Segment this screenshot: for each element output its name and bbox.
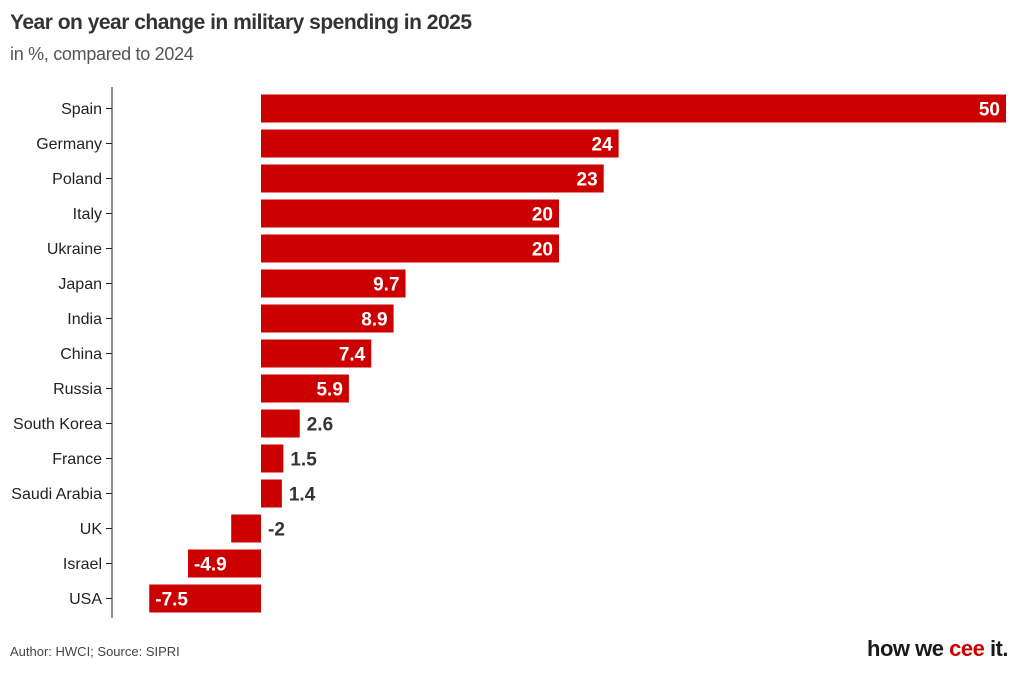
bar-india — [261, 304, 394, 333]
bar-france — [261, 444, 284, 473]
data-label-saudi-arabia: 1.4 — [289, 485, 316, 506]
source-credit: Author: HWCI; Source: SIPRI — [10, 644, 180, 659]
data-label-italy: 20 — [532, 205, 553, 226]
data-label-south-korea: 2.6 — [307, 415, 333, 436]
data-label-uk: -2 — [268, 520, 285, 541]
bar-italy — [261, 199, 559, 228]
bar-usa — [149, 584, 261, 613]
bar-china — [261, 339, 372, 368]
y-tick-label-israel: Israel — [63, 556, 102, 573]
data-label-japan: 9.7 — [373, 275, 399, 296]
brand-logo: how we cee it. — [867, 636, 1008, 662]
brand-accent-word: cee — [949, 636, 985, 661]
data-label-israel: -4.9 — [194, 555, 227, 576]
y-tick-label-russia: Russia — [53, 381, 102, 398]
data-label-ukraine: 20 — [532, 240, 553, 261]
brand-prefix: how we — [867, 636, 950, 661]
brand-suffix: it. — [984, 636, 1009, 661]
y-tick-label-south-korea: South Korea — [13, 416, 102, 433]
bar-germany — [261, 129, 619, 158]
bar-south-korea — [261, 409, 300, 438]
data-label-france: 1.5 — [290, 450, 317, 471]
bar-russia — [261, 374, 349, 403]
y-tick-label-japan: Japan — [58, 276, 102, 293]
data-label-india: 8.9 — [361, 310, 387, 331]
data-label-usa: -7.5 — [155, 590, 188, 611]
y-tick-label-france: France — [52, 451, 102, 468]
y-tick-label-italy: Italy — [73, 206, 102, 223]
data-label-germany: 24 — [591, 135, 613, 156]
y-tick-label-ukraine: Ukraine — [47, 241, 102, 258]
data-label-poland: 23 — [577, 170, 598, 191]
y-tick-label-uk: UK — [80, 521, 103, 538]
y-tick-label-spain: Spain — [61, 101, 102, 118]
data-label-russia: 5.9 — [316, 380, 342, 401]
chart-subtitle: in %, compared to 2024 — [10, 44, 194, 64]
y-tick-label-india: India — [67, 311, 102, 328]
bar-poland — [261, 164, 604, 193]
bar-uk — [231, 514, 261, 543]
y-tick-label-usa: USA — [69, 591, 102, 608]
y-tick-label-saudi-arabia: Saudi Arabia — [11, 486, 102, 503]
y-tick-label-germany: Germany — [36, 136, 102, 153]
y-tick-label-poland: Poland — [52, 171, 102, 188]
chart-title: Year on year change in military spending… — [10, 11, 472, 34]
bar-ukraine — [261, 234, 559, 263]
data-label-spain: 50 — [979, 100, 1000, 121]
bar-saudi-arabia — [261, 479, 282, 508]
data-label-china: 7.4 — [339, 345, 366, 366]
y-tick-label-china: China — [60, 346, 102, 363]
bar-israel — [187, 549, 261, 578]
bar-japan — [261, 269, 406, 298]
bar-spain — [261, 94, 1006, 123]
